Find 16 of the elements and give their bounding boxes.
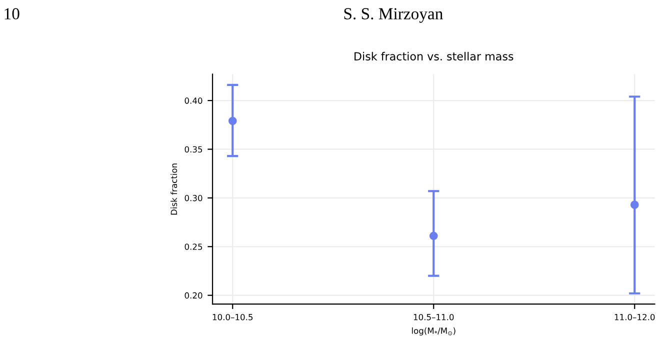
x-tick-label: 11.0–12.0 xyxy=(614,314,655,320)
point xyxy=(630,200,639,209)
point xyxy=(228,116,237,126)
text: S. S. Mirzoyan xyxy=(344,8,443,23)
y-tick-label: 0.30 xyxy=(184,194,202,202)
x-tick-label: 10.0–10.5 xyxy=(212,314,253,320)
point xyxy=(429,232,438,240)
text: 10 xyxy=(4,8,20,20)
y-axis-title: Disk fraction xyxy=(170,164,178,215)
y-tick-label: 0.40 xyxy=(184,98,202,104)
y-tick-label: 0.35 xyxy=(184,146,202,153)
y-tick-label: 0.25 xyxy=(184,244,202,250)
y-tick-label: 0.20 xyxy=(184,292,202,299)
x-tick-label: 10.5–11.0 xyxy=(414,314,454,320)
x-axis-title: log(M$_{*}$/M$_{⊙}$) xyxy=(412,327,456,336)
chart-title: Disk fraction vs. stellar mass xyxy=(354,52,514,61)
